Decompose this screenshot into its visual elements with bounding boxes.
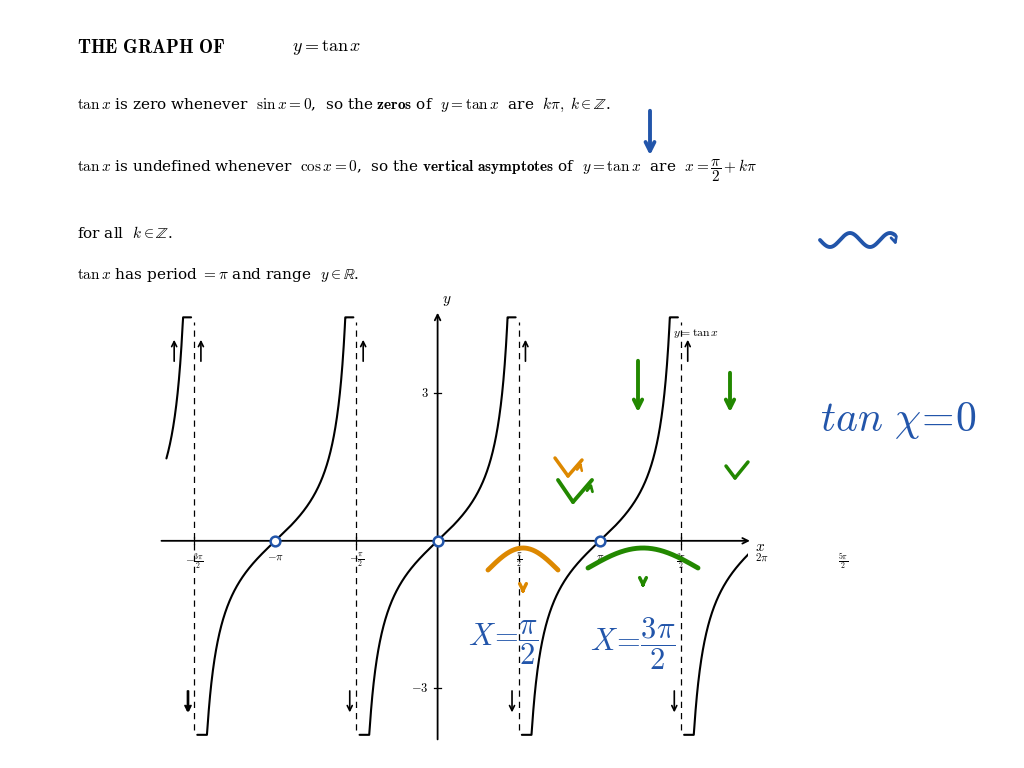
Text: $\mathbf{THE\ GRAPH\ OF}$: $\mathbf{THE\ GRAPH\ OF}$: [77, 38, 225, 57]
Text: $tan\ \chi\!=\!0$: $tan\ \chi\!=\!0$: [820, 399, 976, 441]
Text: $\pi$: $\pi$: [596, 551, 604, 561]
Text: $\frac{5\pi}{2}$: $\frac{5\pi}{2}$: [838, 551, 849, 572]
Text: $\frac{3\pi}{2}$: $\frac{3\pi}{2}$: [676, 551, 686, 572]
Text: $y = \tan x$: $y = \tan x$: [292, 38, 361, 57]
Text: $\tan x$ is undefined whenever  $\cos x = 0$,  so the $\mathbf{vertical\ asympto: $\tan x$ is undefined whenever $\cos x =…: [77, 157, 757, 184]
Text: $\tan x$ is zero whenever  $\sin x = 0$,  so the $\mathbf{zeros}$ of  $y = \tan : $\tan x$ is zero whenever $\sin x = 0$, …: [77, 96, 610, 114]
Text: $x$: $x$: [756, 540, 766, 554]
Text: $\tan x$ has period $= \pi$ and range  $y \in \mathbb{R}$.: $\tan x$ has period $= \pi$ and range $y…: [77, 266, 358, 283]
Text: $\frac{\pi}{2}$: $\frac{\pi}{2}$: [515, 551, 522, 569]
Text: $-\pi$: $-\pi$: [267, 551, 284, 561]
Text: $-\frac{\pi}{2}$: $-\frac{\pi}{2}$: [349, 551, 364, 569]
Text: $y$: $y$: [442, 293, 452, 307]
Text: $-\frac{3\pi}{2}$: $-\frac{3\pi}{2}$: [184, 551, 204, 572]
Text: $-3$: $-3$: [411, 682, 428, 695]
Text: $2\pi$: $2\pi$: [755, 551, 769, 563]
Text: $\mathit{X}\!=\!\dfrac{\pi}{2}$: $\mathit{X}\!=\!\dfrac{\pi}{2}$: [468, 618, 539, 667]
Text: $y = \tan x$: $y = \tan x$: [673, 327, 719, 340]
Text: $\mathit{X}\!=\!\dfrac{3\pi}{2}$: $\mathit{X}\!=\!\dfrac{3\pi}{2}$: [590, 615, 676, 671]
Text: for all  $k \in \mathbb{Z}$.: for all $k \in \mathbb{Z}$.: [77, 225, 173, 240]
Text: $3$: $3$: [421, 387, 428, 400]
